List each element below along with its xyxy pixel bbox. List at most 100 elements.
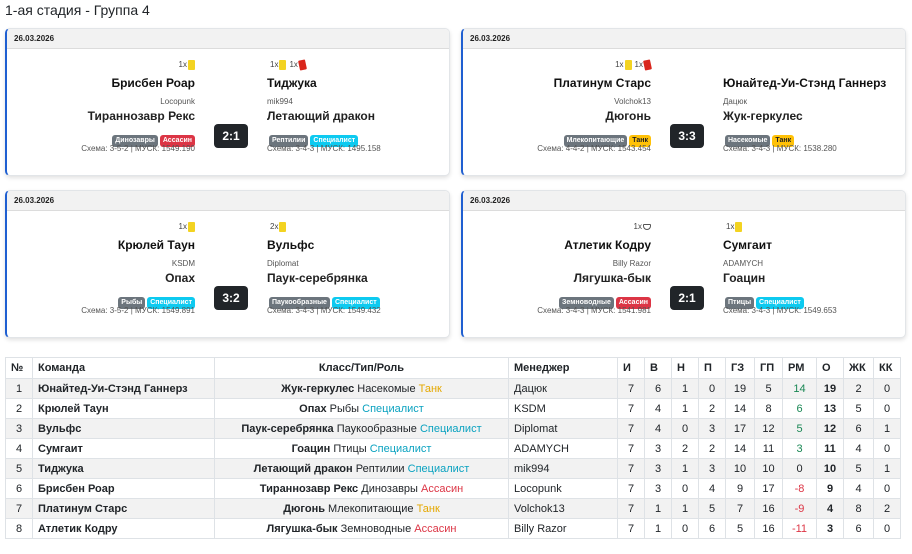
- table-row[interactable]: 6 Брисбен Роар Тираннозавр Рекс Динозавр…: [5, 478, 901, 499]
- scheme-text: Схема: 3-4-3 | МУСК: 1538.280: [723, 144, 837, 153]
- table-row[interactable]: 2 Крюлей Таун Опах Рыбы Специалист KSDM …: [5, 398, 901, 419]
- row-class-name: Дюгонь: [283, 502, 325, 515]
- row-points: 12: [816, 418, 844, 439]
- match-card[interactable]: 26.03.2026 1x Брисбен Роар Locopunk Тира…: [5, 28, 450, 176]
- col-goal-diff[interactable]: РМ: [782, 357, 817, 379]
- col-losses[interactable]: П: [698, 357, 726, 379]
- col-goals-against[interactable]: ГП: [754, 357, 783, 379]
- manager-name[interactable]: KSDM: [171, 259, 195, 268]
- col-wins[interactable]: В: [644, 357, 672, 379]
- col-draws[interactable]: Н: [671, 357, 699, 379]
- table-row[interactable]: 1 Юнайтед-Уи-Стэнд Ганнерз Жук-геркулес …: [5, 378, 901, 399]
- row-team[interactable]: Платинум Старс: [32, 498, 215, 519]
- badges: Млекопитающие Танк: [562, 129, 651, 147]
- scheme-text: Схема: 3-5-2 | МУСК: 1549.190: [81, 144, 195, 153]
- row-yellow-cards: 6: [843, 518, 874, 539]
- row-rank: 7: [5, 498, 33, 519]
- scheme-text: Схема: 3-4-3 | МУСК: 1549.432: [267, 306, 381, 315]
- card-count: 1x: [726, 222, 735, 231]
- row-manager[interactable]: mik994: [508, 458, 618, 479]
- row-manager[interactable]: Volchok13: [508, 498, 618, 519]
- table-row[interactable]: 7 Платинум Старс Дюгонь Млекопитающие Та…: [5, 498, 901, 519]
- row-type: Птицы: [333, 442, 367, 455]
- row-team[interactable]: Атлетик Кодру: [32, 518, 215, 539]
- row-goals-for: 14: [725, 398, 755, 419]
- table-row[interactable]: 3 Вульфс Паук-серебрянка Паукообразные С…: [5, 418, 901, 439]
- manager-name[interactable]: Locopunk: [160, 97, 195, 106]
- row-manager[interactable]: Billy Razor: [508, 518, 618, 539]
- row-role: Ассасин: [414, 522, 457, 535]
- team-name[interactable]: Тиджука: [267, 76, 317, 90]
- col-team[interactable]: Команда: [32, 357, 215, 379]
- row-goals-against: 16: [754, 498, 783, 519]
- row-manager[interactable]: Locopunk: [508, 478, 618, 499]
- row-class: Гоацин Птицы Специалист: [214, 438, 509, 459]
- row-games: 7: [617, 458, 645, 479]
- manager-name[interactable]: Дацюк: [723, 97, 747, 106]
- match-score[interactable]: 3:2: [214, 286, 248, 310]
- manager-name[interactable]: ADAMYCH: [723, 259, 764, 268]
- table-row[interactable]: 5 Тиджука Летающий дракон Рептилии Специ…: [5, 458, 901, 479]
- badges: Динозавры Ассасин: [110, 129, 195, 147]
- row-class: Летающий дракон Рептилии Специалист: [214, 458, 509, 479]
- col-red-cards[interactable]: КК: [873, 357, 901, 379]
- row-manager[interactable]: Diplomat: [508, 418, 618, 439]
- badge-gray: Рептилии: [269, 135, 309, 147]
- card-count: 1x: [634, 60, 643, 69]
- col-goals-for[interactable]: ГЗ: [725, 357, 755, 379]
- row-manager[interactable]: Дацюк: [508, 378, 618, 399]
- row-team[interactable]: Вульфс: [32, 418, 215, 439]
- row-goals-against: 10: [754, 458, 783, 479]
- manager-name[interactable]: Diplomat: [267, 259, 299, 268]
- scheme-text: Схема: 3-4-3 | МУСК: 1549.653: [723, 306, 837, 315]
- team-name[interactable]: Вульфс: [267, 238, 315, 252]
- row-games: 7: [617, 378, 645, 399]
- glove-icon: [643, 223, 651, 230]
- col-points[interactable]: О: [816, 357, 844, 379]
- team-name[interactable]: Юнайтед-Уи-Стэнд Ганнерз: [723, 76, 887, 90]
- match-score[interactable]: 3:3: [670, 124, 704, 148]
- team-name[interactable]: Брисбен Роар: [111, 76, 195, 90]
- badge-red: Ассасин: [615, 297, 651, 309]
- team-name[interactable]: Платинум Старс: [553, 76, 651, 90]
- col-yellow-cards[interactable]: ЖК: [843, 357, 874, 379]
- badges: Насекомые Танк: [723, 129, 795, 147]
- row-goals-for: 19: [725, 378, 755, 399]
- table-row[interactable]: 8 Атлетик Кодру Лягушка-бык Земноводные …: [5, 518, 901, 539]
- row-type: Динозавры: [361, 482, 418, 495]
- manager-name[interactable]: mik994: [267, 97, 293, 106]
- row-team[interactable]: Юнайтед-Уи-Стэнд Ганнерз: [32, 378, 215, 399]
- row-goals-for: 17: [725, 418, 755, 439]
- table-row[interactable]: 4 Сумгаит Гоацин Птицы Специалист ADAMYC…: [5, 438, 901, 459]
- match-score[interactable]: 2:1: [214, 124, 248, 148]
- row-manager[interactable]: KSDM: [508, 398, 618, 419]
- manager-name[interactable]: Billy Razor: [612, 259, 651, 268]
- match-score[interactable]: 2:1: [670, 286, 704, 310]
- team-name[interactable]: Атлетик Кодру: [564, 238, 651, 252]
- match-card[interactable]: 26.03.2026 1x 1x Платинум Старс Volchok13…: [461, 28, 906, 176]
- row-team[interactable]: Сумгаит: [32, 438, 215, 459]
- col-num[interactable]: №: [5, 357, 33, 379]
- col-class[interactable]: Класс/Тип/Роль: [214, 357, 509, 379]
- row-games: 7: [617, 418, 645, 439]
- team-name[interactable]: Крюлей Таун: [117, 238, 195, 252]
- card-count: 1x: [289, 60, 298, 69]
- match-card[interactable]: 26.03.2026 1x Крюлей Таун KSDM Опах Рыбы…: [5, 190, 450, 338]
- row-rank: 1: [5, 378, 33, 399]
- row-team[interactable]: Тиджука: [32, 458, 215, 479]
- row-manager[interactable]: ADAMYCH: [508, 438, 618, 459]
- row-wins: 3: [644, 438, 672, 459]
- row-rank: 8: [5, 518, 33, 539]
- manager-name[interactable]: Volchok13: [614, 97, 651, 106]
- match-card[interactable]: 26.03.2026 1x Атлетик Кодру Billy Razor …: [461, 190, 906, 338]
- col-manager[interactable]: Менеджер: [508, 357, 618, 379]
- standings-header-row: № Команда Класс/Тип/Роль Менеджер И В Н …: [5, 357, 901, 379]
- row-role: Специалист: [407, 462, 470, 475]
- scheme-text: Схема: 3-4-3 | МУСК: 1541.981: [537, 306, 651, 315]
- col-games[interactable]: И: [617, 357, 645, 379]
- row-team[interactable]: Брисбен Роар: [32, 478, 215, 499]
- row-team[interactable]: Крюлей Таун: [32, 398, 215, 419]
- team-name[interactable]: Сумгаит: [723, 238, 772, 252]
- red-card-icon: [297, 59, 307, 71]
- row-points: 9: [816, 478, 844, 499]
